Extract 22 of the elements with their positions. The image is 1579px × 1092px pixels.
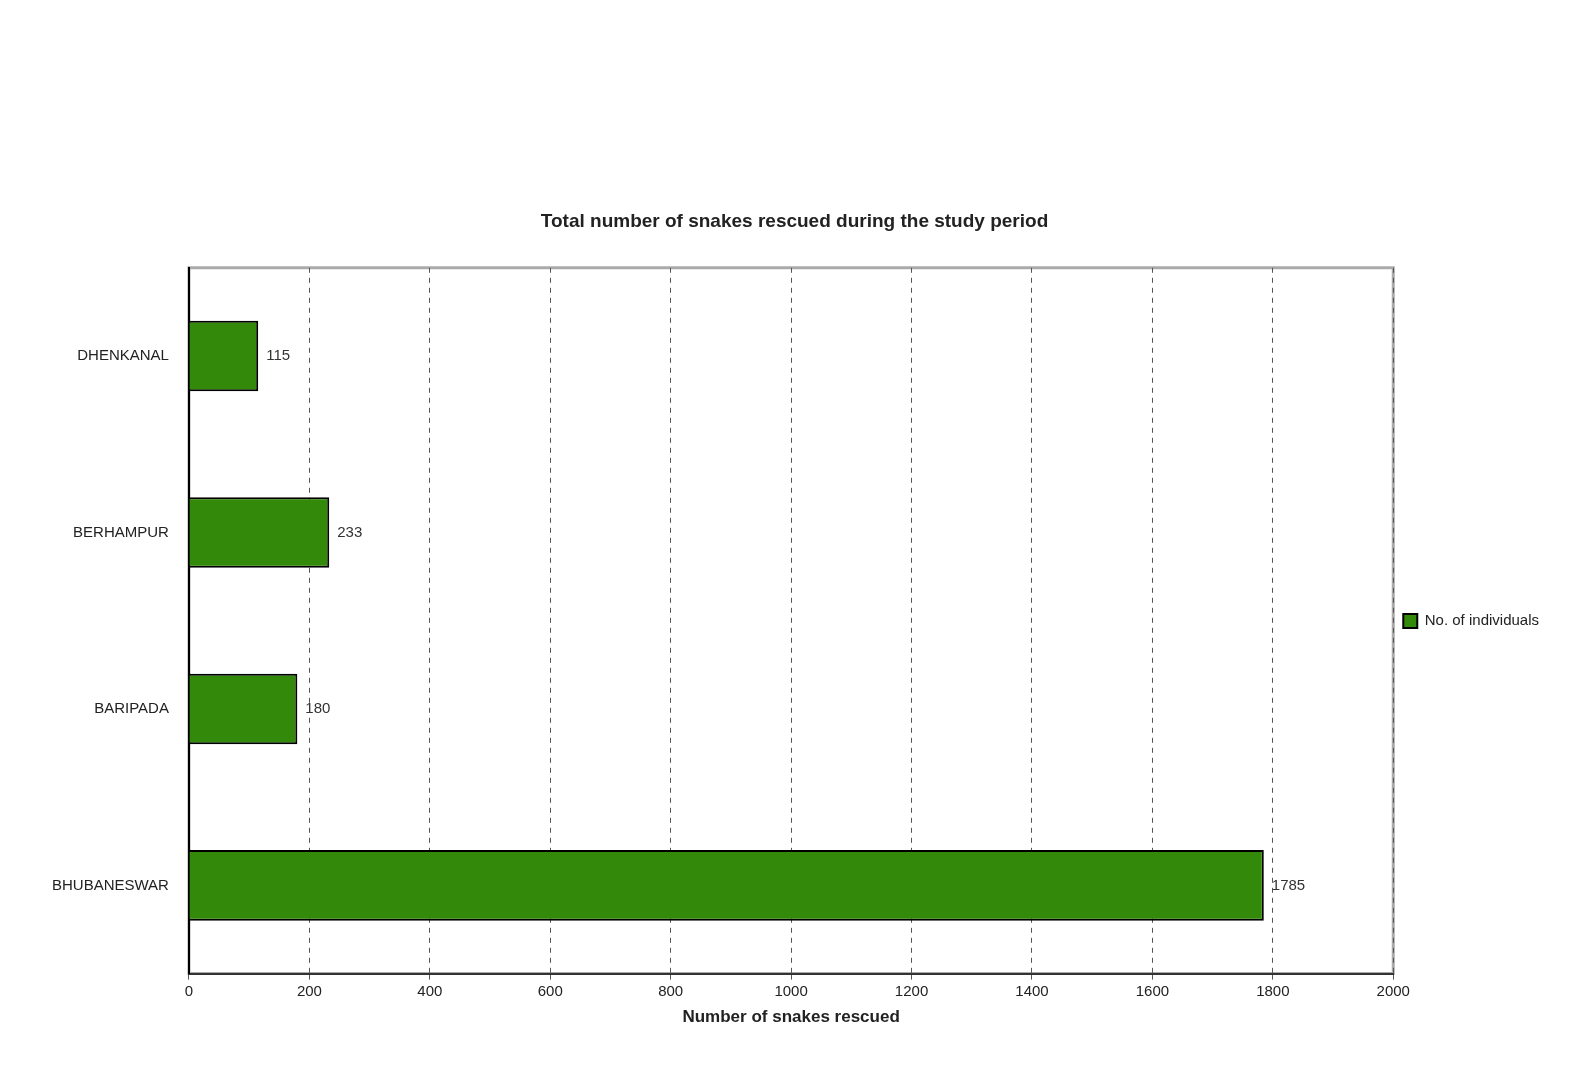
x-axis-title: Number of snakes rescued — [682, 1007, 900, 1027]
chart-title: Total number of snakes rescued during the study period — [540, 209, 1049, 231]
x-tick-label: 1000 — [774, 981, 808, 999]
y-tick-label: BHUBANESWAR — [51, 875, 170, 893]
x-tick-label: 600 — [537, 981, 563, 999]
y-tick-label: BERHAMPUR — [73, 522, 170, 540]
legend-label: No. of individuals — [1424, 611, 1540, 629]
x-tick-label: 0 — [184, 981, 194, 999]
x-tick-label: 1600 — [1135, 981, 1170, 999]
x-tick-label: 1800 — [1256, 981, 1290, 999]
x-tick-label: 800 — [658, 981, 684, 999]
data-label: 233 — [337, 522, 363, 540]
data-label: 115 — [266, 346, 291, 364]
x-tick-label: 1200 — [894, 981, 929, 999]
data-label: 1785 — [1271, 875, 1306, 893]
data-label: 180 — [305, 699, 331, 717]
x-tick-label: 200 — [296, 981, 322, 999]
y-tick-label: BARIPADA — [94, 699, 169, 717]
y-tick-label: DHENKANAL — [77, 346, 169, 364]
x-tick-label: 1400 — [1015, 981, 1049, 999]
x-tick-label: 400 — [417, 981, 443, 999]
x-tick-label: 2000 — [1376, 981, 1410, 999]
